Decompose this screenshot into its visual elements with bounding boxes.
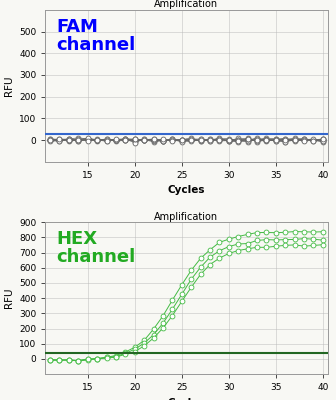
X-axis label: Cycles: Cycles <box>168 398 205 400</box>
X-axis label: Cycles: Cycles <box>168 185 205 195</box>
Text: FAM
channel: FAM channel <box>57 18 136 54</box>
Title: Amplification: Amplification <box>155 0 218 9</box>
Y-axis label: RFU: RFU <box>3 76 13 96</box>
Title: Amplification: Amplification <box>155 212 218 222</box>
Text: HEX
channel: HEX channel <box>57 230 136 266</box>
Y-axis label: RFU: RFU <box>3 288 13 308</box>
